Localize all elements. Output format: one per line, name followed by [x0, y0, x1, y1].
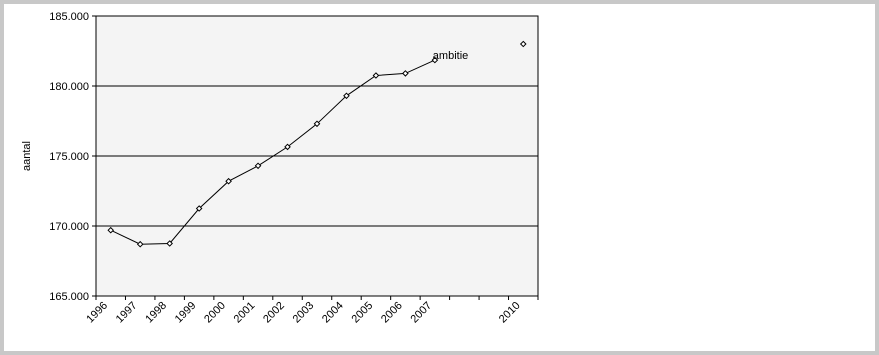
- y-tick-label: 165.000: [49, 291, 89, 303]
- x-tick-label: 2006: [379, 300, 405, 326]
- x-tick-label: 2001: [232, 300, 258, 326]
- x-tick-label: 2005: [350, 300, 376, 326]
- x-tick-label: 1999: [173, 300, 199, 326]
- line-chart: 165.000 170.000 175.000 180.000 185.000 1996…: [21, 11, 539, 326]
- x-tick-label: 2003: [291, 300, 317, 326]
- data-point: [107, 226, 115, 234]
- y-axis-title: aantal: [21, 141, 33, 171]
- series-line: [110, 59, 436, 245]
- x-tick-label: 2002: [261, 300, 287, 326]
- data-point: [136, 240, 144, 248]
- x-tick-label: 2004: [320, 300, 346, 326]
- x-tick-label: 2000: [202, 300, 228, 326]
- chart-frame: 165.000 170.000 175.000 180.000 185.000 1996…: [4, 4, 875, 351]
- data-point: [402, 70, 409, 77]
- data-point: [313, 120, 321, 128]
- y-tick-label: 180.000: [49, 81, 89, 93]
- x-tick-label: 2007: [408, 300, 434, 326]
- data-point: [343, 92, 350, 100]
- data-point: [372, 72, 380, 79]
- data-point: [254, 162, 262, 170]
- data-point: [519, 40, 527, 48]
- data-point: [431, 56, 439, 64]
- data-point: [195, 205, 203, 212]
- annotation-label: ambitie: [433, 50, 468, 62]
- y-tick-label: 175.000: [49, 151, 89, 163]
- x-tick-label: 1997: [114, 300, 140, 326]
- x-tick-label: 1996: [84, 300, 110, 326]
- x-tick-label: 2010: [497, 300, 523, 326]
- y-tick-label: 185.000: [49, 11, 89, 23]
- x-tick-label: 1998: [143, 300, 169, 326]
- data-point: [225, 177, 232, 185]
- data-point: [284, 143, 291, 151]
- data-point: [166, 240, 173, 247]
- y-tick-label: 170.000: [49, 221, 89, 233]
